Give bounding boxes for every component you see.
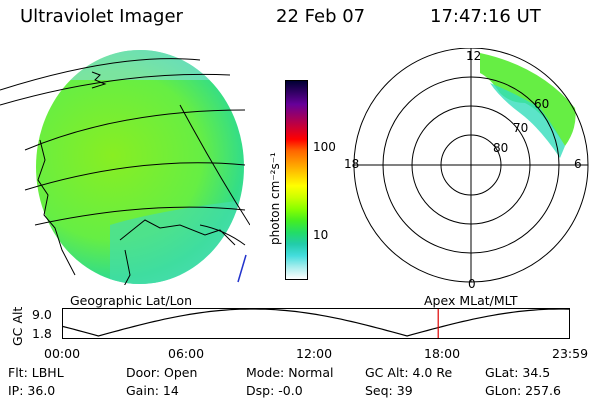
colorbar bbox=[285, 80, 308, 280]
altitude-plot bbox=[62, 308, 570, 339]
auroral-oval bbox=[480, 53, 576, 158]
status-gc-alt: GC Alt: 4.0 Re bbox=[365, 365, 453, 380]
image-date: 22 Feb 07 bbox=[276, 6, 366, 27]
colorbar-unit-label: photon cm⁻²s⁻¹ bbox=[268, 152, 282, 245]
mlt-label-18: 18 bbox=[344, 157, 359, 171]
polar-grid bbox=[353, 48, 589, 283]
status-filter: Flt: LBHL bbox=[8, 365, 64, 380]
polar-plot: 12 0 18 6 80 70 60 bbox=[344, 48, 589, 291]
mlt-label-6: 6 bbox=[574, 157, 582, 171]
instrument-title: Ultraviolet Imager bbox=[20, 6, 183, 27]
mlt-label-12: 12 bbox=[466, 49, 481, 63]
globe-gridlines bbox=[0, 58, 250, 246]
status-dsp: Dsp: -0.0 bbox=[246, 383, 303, 398]
status-ip: IP: 36.0 bbox=[8, 383, 56, 398]
orbit-track bbox=[237, 254, 247, 283]
status-seq: Seq: 39 bbox=[365, 383, 413, 398]
status-glat: GLat: 34.5 bbox=[485, 365, 551, 380]
colorbar-tick-100: 100 bbox=[313, 140, 336, 154]
colorbar-tick-10: 10 bbox=[313, 228, 329, 242]
status-mode: Mode: Normal bbox=[246, 365, 334, 380]
globe-image bbox=[0, 50, 250, 285]
mlt-label-0: 0 bbox=[468, 277, 476, 291]
mlat-label-70: 70 bbox=[513, 121, 528, 135]
coastline-outline bbox=[37, 71, 236, 285]
altitude-ytick-high: 9.0 bbox=[32, 307, 52, 322]
altitude-xtick-3: 18:00 bbox=[424, 346, 461, 361]
mlat-label-80: 80 bbox=[493, 141, 508, 155]
status-door: Door: Open bbox=[126, 365, 198, 380]
mlat-label-60: 60 bbox=[534, 97, 549, 111]
altitude-xtick-1: 06:00 bbox=[168, 346, 205, 361]
altitude-curve bbox=[62, 308, 570, 337]
altitude-xtick-0: 00:00 bbox=[44, 346, 81, 361]
status-glon: GLon: 257.6 bbox=[485, 383, 561, 398]
altitude-xtick-2: 12:00 bbox=[296, 346, 333, 361]
altitude-xtick-4: 23:59 bbox=[552, 346, 589, 361]
globe-caption: Geographic Lat/Lon bbox=[70, 293, 192, 308]
altitude-ytick-low: 1.8 bbox=[32, 326, 52, 341]
polar-caption: Apex MLat/MLT bbox=[424, 293, 518, 308]
altitude-ylabel: GC Alt bbox=[10, 306, 25, 346]
status-gain: Gain: 14 bbox=[126, 383, 179, 398]
image-time: 17:47:16 UT bbox=[430, 6, 541, 27]
